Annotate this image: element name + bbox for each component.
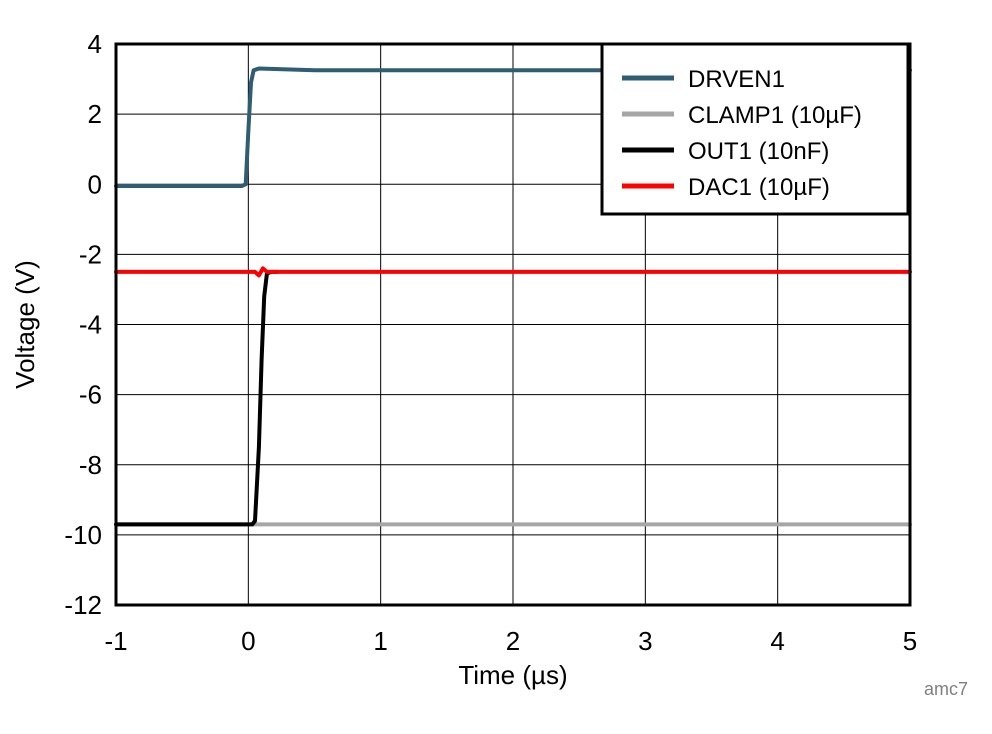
y-tick-label: 4 <box>88 29 102 59</box>
y-tick-label: -10 <box>64 520 102 550</box>
plot-frame <box>114 42 912 607</box>
y-tick-label: -4 <box>79 310 102 340</box>
x-tick-label: 4 <box>770 626 784 656</box>
series-line <box>114 266 912 278</box>
x-tick-label: 2 <box>506 626 520 656</box>
y-tick-labels: -12 -10 -8 -6 -4 -2 0 2 4 <box>64 29 102 620</box>
y-tick-label: -12 <box>64 590 102 620</box>
y-tick-label: -8 <box>79 450 102 480</box>
x-tick-labels: -1 0 1 2 3 4 5 <box>104 626 917 656</box>
legend-label: DAC1 (10µF) <box>688 174 830 201</box>
x-tick-label: 3 <box>638 626 652 656</box>
series-line <box>114 269 280 527</box>
figure-code: amc7 <box>924 679 968 699</box>
legend-label: OUT1 (10nF) <box>688 138 829 165</box>
x-tick-label: 1 <box>373 626 387 656</box>
x-tick-label: 0 <box>241 626 255 656</box>
y-tick-label: -2 <box>79 239 102 269</box>
x-tick-label: -1 <box>104 626 127 656</box>
y-axis-title: Voltage (V) <box>10 260 40 389</box>
legend-box <box>600 42 910 216</box>
legend-label: DRVEN1 <box>688 66 785 93</box>
legend: DRVEN1 CLAMP1 (10µF) OUT1 (10nF) DAC1 (10µF… <box>600 42 910 216</box>
x-axis-title: Time (µs) <box>458 660 567 690</box>
y-tick-label: 2 <box>88 99 102 129</box>
y-tick-label: -6 <box>79 380 102 410</box>
y-tick-label: 0 <box>88 169 102 199</box>
x-tick-label: 5 <box>903 626 917 656</box>
legend-label: CLAMP1 (10µF) <box>688 102 862 129</box>
